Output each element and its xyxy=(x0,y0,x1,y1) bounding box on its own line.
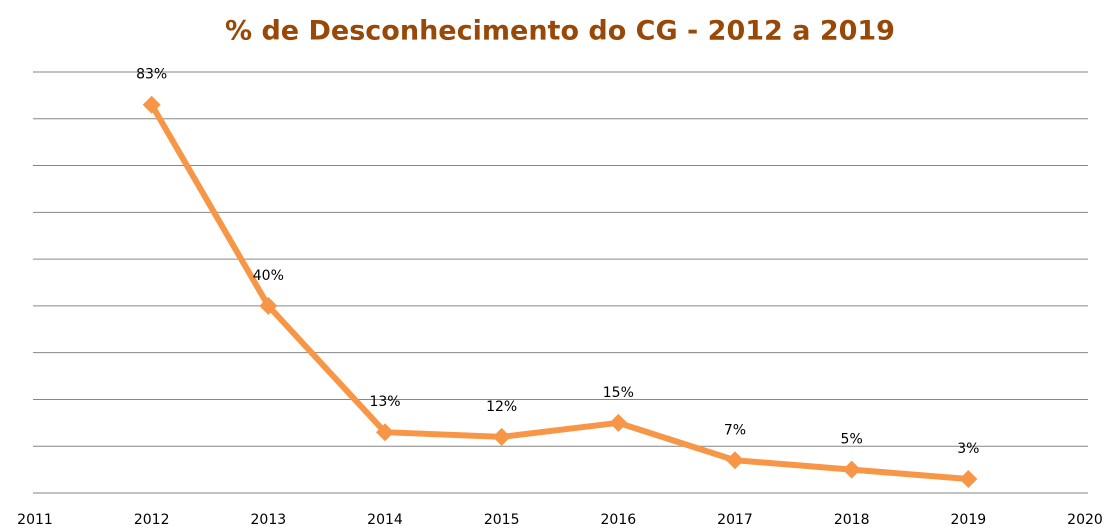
point-marker xyxy=(142,95,161,114)
point-marker xyxy=(376,423,394,442)
x-tick-label: 2015 xyxy=(484,512,520,528)
point-marker xyxy=(609,413,628,432)
x-tick-label: 2017 xyxy=(717,512,753,528)
x-tick-label: 2011 xyxy=(17,512,53,528)
x-tick-label: 2016 xyxy=(601,512,637,528)
point-marker xyxy=(492,427,511,446)
chart-title: % de Desconhecimento do CG - 2012 a 2019 xyxy=(225,16,895,47)
point-marker xyxy=(259,296,278,315)
x-tick-label: 2013 xyxy=(251,512,287,528)
data-label: 83% xyxy=(136,67,167,83)
point-marker xyxy=(726,451,744,470)
data-label: 12% xyxy=(486,399,517,415)
point-marker xyxy=(959,469,978,488)
x-tick-label: 2019 xyxy=(951,512,987,528)
data-label: 15% xyxy=(603,385,634,401)
data-label: 3% xyxy=(957,441,979,457)
x-tick-label: 2014 xyxy=(367,512,403,528)
point-marker xyxy=(842,460,861,479)
series-line xyxy=(149,103,969,482)
data-label: 5% xyxy=(841,432,863,448)
data-label: 7% xyxy=(724,422,746,438)
data-label: 13% xyxy=(369,394,400,410)
x-tick-label: 2020 xyxy=(1067,512,1103,528)
data-label: 40% xyxy=(253,268,284,284)
x-tick-label: 2018 xyxy=(834,512,870,528)
x-tick-label: 2012 xyxy=(134,512,170,528)
